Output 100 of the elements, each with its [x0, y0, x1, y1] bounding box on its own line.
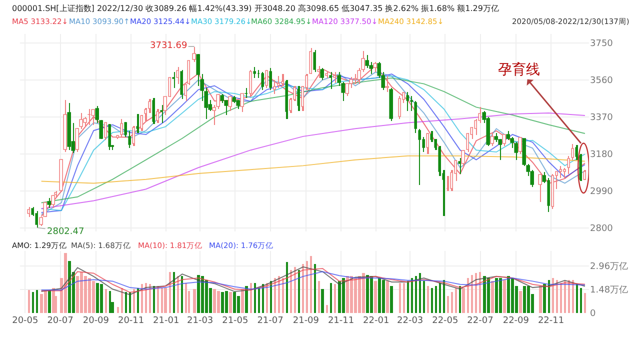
bar [390, 286, 393, 313]
x-tick-label: 22-11 [538, 316, 564, 326]
annotation: 2802.47 [47, 227, 84, 237]
x-tick-label: 20-11 [118, 316, 144, 326]
bar [161, 288, 163, 313]
y-tick-label: 0 [590, 309, 596, 320]
bar [40, 294, 43, 313]
bar [511, 278, 514, 313]
x-tick-label: 20-05 [12, 316, 38, 326]
x-tick-label: 21-01 [153, 316, 180, 326]
bar [241, 288, 244, 313]
bar [100, 284, 103, 313]
bar [318, 280, 320, 313]
bar [217, 290, 220, 313]
bar [378, 278, 381, 313]
bar [564, 280, 566, 313]
bar [185, 282, 187, 313]
x-tick-label: 21-05 [222, 316, 248, 326]
bar [229, 292, 232, 313]
bar [483, 276, 486, 313]
bar [346, 276, 349, 313]
bar [80, 272, 83, 313]
bar [503, 280, 506, 313]
bar [495, 278, 498, 313]
bar [399, 282, 401, 313]
bar [213, 288, 216, 313]
x-tick-label: 22-03 [396, 316, 424, 326]
bar [164, 288, 167, 313]
bar [435, 286, 437, 313]
bar [157, 286, 159, 313]
bar [576, 284, 578, 313]
bar [419, 272, 421, 313]
bar [507, 276, 510, 313]
bar [411, 278, 413, 313]
bar [193, 288, 196, 313]
bar [523, 286, 526, 313]
bar [548, 280, 550, 313]
bar [254, 282, 256, 313]
bar [298, 270, 300, 313]
bar [499, 278, 502, 313]
bar [173, 272, 175, 313]
y-tick-label: 3750 [590, 38, 614, 49]
x-tick-label: 21-09 [292, 316, 320, 326]
y-tick-label: 2990 [590, 187, 614, 198]
bar [302, 264, 304, 313]
bar [258, 288, 260, 313]
y-tick-label: 3370 [590, 113, 614, 124]
y-tick-label: 3180 [590, 150, 614, 160]
bar [64, 252, 67, 313]
bar [455, 288, 457, 313]
bar [88, 278, 91, 313]
bar [407, 280, 409, 313]
bar [491, 280, 494, 313]
bar [28, 290, 30, 313]
bar [584, 292, 586, 313]
bar [237, 296, 240, 313]
bar [306, 260, 308, 313]
bar [338, 280, 341, 313]
x-tick-label: 21-11 [328, 316, 354, 326]
bar [109, 290, 111, 313]
bar [314, 264, 316, 313]
bar [451, 292, 453, 313]
bar [201, 276, 204, 313]
bar [374, 280, 377, 313]
x-tick-label: 22-05 [432, 316, 458, 326]
bar [278, 276, 280, 313]
bar [543, 284, 546, 313]
bar [370, 276, 373, 313]
bar [439, 282, 441, 313]
bar [479, 272, 481, 313]
bar [129, 292, 131, 313]
bar [205, 280, 208, 313]
bar [326, 304, 328, 313]
bar [366, 274, 369, 313]
y-tick-label: 3560 [590, 76, 614, 86]
bar [105, 288, 107, 313]
bar [342, 278, 345, 313]
bar [403, 282, 405, 313]
x-tick-label: 22-07 [467, 316, 494, 326]
bar [427, 286, 429, 313]
y-tick-label: 2800 [590, 224, 614, 234]
bar [92, 280, 95, 313]
bar [96, 282, 99, 313]
bar [382, 280, 385, 313]
bar [177, 276, 179, 313]
bar [443, 280, 445, 313]
y-tick-label: 2.96万亿 [590, 261, 628, 272]
bar [358, 276, 361, 313]
bar [44, 290, 47, 313]
bar [282, 278, 284, 313]
bar [36, 290, 38, 313]
bar [225, 290, 228, 313]
bar [286, 262, 288, 313]
bar [471, 274, 473, 313]
bar [48, 290, 51, 313]
x-tick-label: 20-09 [82, 316, 110, 326]
annotation: 孕育线 [498, 61, 540, 78]
bar [447, 296, 449, 313]
bar [76, 276, 79, 313]
bar [294, 266, 296, 313]
